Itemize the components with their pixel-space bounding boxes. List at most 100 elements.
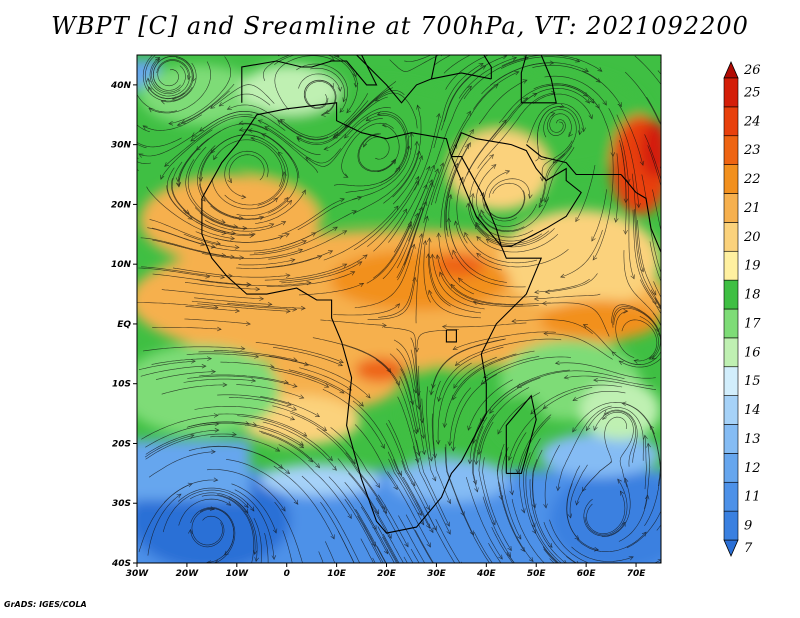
streamline <box>312 337 391 373</box>
lon-tick-label: 30W <box>126 569 150 579</box>
streamline <box>410 349 420 410</box>
streamline-arrow <box>540 198 545 204</box>
streamline <box>488 542 502 563</box>
streamline <box>316 428 387 514</box>
streamline-arrow <box>191 132 197 137</box>
streamline-arrow <box>343 173 349 178</box>
streamline-arrow <box>592 255 598 261</box>
streamline <box>195 231 290 243</box>
streamline-arrow <box>339 197 345 203</box>
streamline-arrow <box>539 588 544 592</box>
streamline-arrow <box>564 559 567 563</box>
streamline <box>167 167 193 220</box>
streamline <box>191 110 286 137</box>
streamline-arrow <box>657 559 661 563</box>
streamline <box>482 496 511 557</box>
streamline-arrow <box>593 377 598 383</box>
streamline <box>444 163 459 260</box>
streamline <box>231 483 277 534</box>
streamline <box>501 447 522 540</box>
streamline-arrow <box>401 595 405 599</box>
colorbar-label: 22 <box>743 172 761 187</box>
streamline <box>358 134 395 172</box>
streamline <box>618 103 644 166</box>
streamline <box>227 104 329 140</box>
streamline-arrow <box>530 409 536 415</box>
streamline-arrow <box>582 486 587 492</box>
streamline-arrow <box>474 460 479 466</box>
streamline-arrow <box>643 434 648 440</box>
streamline <box>220 361 275 368</box>
streamline-arrow <box>176 181 181 187</box>
streamline <box>388 419 430 510</box>
streamline-arrow <box>395 166 401 172</box>
streamline <box>403 168 439 266</box>
streamline <box>377 526 399 563</box>
streamline-arrow <box>439 162 444 168</box>
streamline <box>557 405 612 491</box>
streamline <box>433 63 484 149</box>
streamline-arrow <box>651 354 657 360</box>
streamline <box>572 401 655 435</box>
streamline-arrow <box>254 557 259 563</box>
streamline <box>142 55 193 102</box>
streamline <box>152 273 252 285</box>
streamline-arrow <box>507 545 512 552</box>
streamline <box>264 533 269 563</box>
streamline-arrow <box>259 567 263 571</box>
colorbar-segment <box>723 424 739 454</box>
streamline <box>186 353 259 358</box>
streamline-arrow <box>511 318 517 324</box>
streamline <box>626 510 661 549</box>
streamline <box>274 55 357 88</box>
streamline-arrow <box>189 433 195 439</box>
streamline-arrow <box>600 582 604 586</box>
streamline <box>161 289 264 300</box>
streamline <box>189 492 249 514</box>
streamline <box>657 70 661 75</box>
streamline-arrow <box>446 499 451 505</box>
streamline <box>464 232 537 264</box>
streamline-arrow <box>245 321 251 326</box>
streamline <box>211 178 278 210</box>
streamline <box>509 555 515 563</box>
colorbar-segment <box>723 77 739 108</box>
streamline <box>529 479 567 563</box>
streamline-arrow <box>528 193 533 199</box>
lon-tick-label: 0 <box>284 569 290 579</box>
streamline <box>509 432 527 495</box>
colorbar-label: 20 <box>743 230 761 245</box>
streamline <box>659 166 661 171</box>
streamline <box>228 496 258 562</box>
streamline-arrow <box>205 274 211 279</box>
streamline <box>640 279 661 315</box>
streamline <box>456 177 468 244</box>
streamline-arrow <box>515 38 519 42</box>
lat-tick-label: 30S <box>112 499 131 509</box>
streamline <box>177 487 255 512</box>
streamline-arrow <box>465 202 471 208</box>
streamline <box>531 524 560 563</box>
streamline <box>217 413 307 437</box>
streamline <box>526 103 584 143</box>
streamline-arrow <box>542 404 548 410</box>
streamline <box>142 114 202 131</box>
streamline-arrow <box>431 383 436 389</box>
coastline <box>241 55 492 104</box>
streamline <box>137 137 182 148</box>
streamline <box>615 153 619 223</box>
streamline <box>446 142 471 237</box>
streamline <box>530 384 623 415</box>
streamline-arrow <box>210 104 216 109</box>
streamline-arrow <box>583 67 589 72</box>
streamline-arrow <box>397 470 403 476</box>
streamline <box>402 476 434 533</box>
streamline <box>279 254 368 282</box>
streamline <box>383 326 419 396</box>
streamline <box>399 376 417 434</box>
streamline <box>367 180 419 247</box>
colorbar-label: 16 <box>744 345 761 360</box>
streamline-arrow <box>301 189 306 195</box>
streamline <box>213 350 298 361</box>
streamline <box>183 209 256 235</box>
